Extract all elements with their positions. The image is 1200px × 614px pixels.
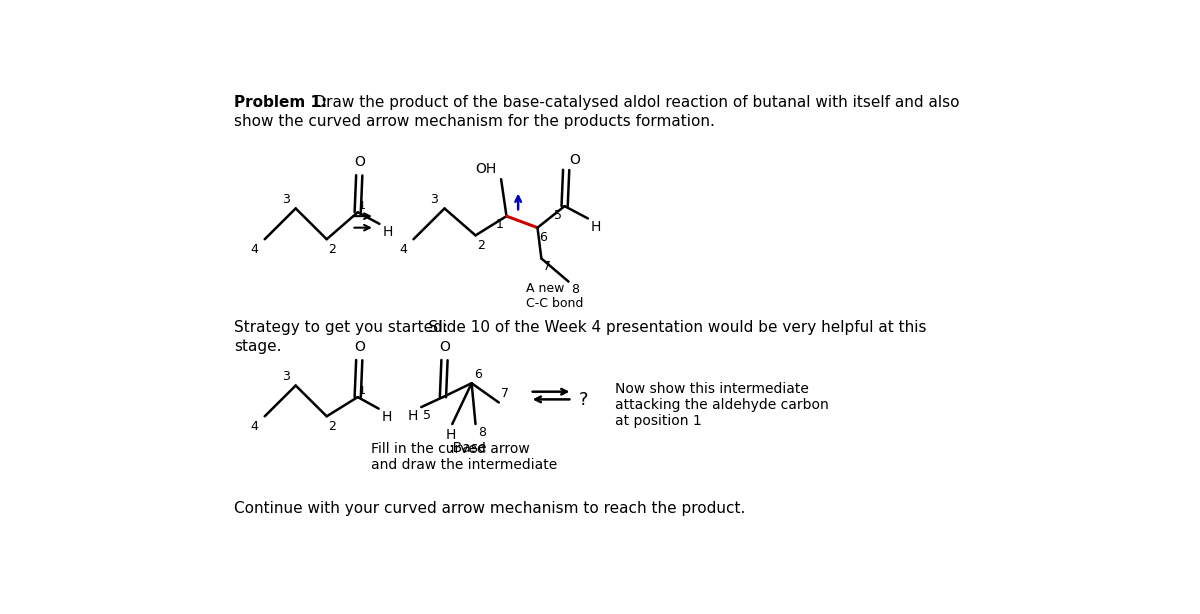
Text: Problem 1:: Problem 1: (234, 95, 326, 111)
Text: H: H (408, 409, 418, 422)
Text: :Base: :Base (449, 441, 487, 455)
Text: 2: 2 (478, 239, 485, 252)
Text: 4: 4 (400, 243, 407, 256)
Text: 3: 3 (282, 370, 289, 383)
Text: 7: 7 (502, 387, 509, 400)
Text: Draw the product of the base-catalysed aldol reaction of butanal with itself and: Draw the product of the base-catalysed a… (290, 95, 960, 111)
Text: 7: 7 (542, 260, 551, 273)
Text: 1: 1 (496, 219, 504, 231)
Text: O: O (569, 153, 580, 167)
Text: 2: 2 (329, 243, 336, 256)
Text: H: H (382, 410, 392, 424)
Text: A new
C-C bond: A new C-C bond (526, 282, 583, 309)
Text: 8: 8 (571, 283, 578, 296)
Text: OH: OH (475, 162, 497, 176)
Text: Continue with your curved arrow mechanism to reach the product.: Continue with your curved arrow mechanis… (234, 501, 745, 516)
Text: Strategy to get you started:: Strategy to get you started: (234, 320, 448, 335)
Text: Now show this intermediate
attacking the aldehyde carbon
at position 1: Now show this intermediate attacking the… (616, 382, 829, 428)
Text: 5: 5 (553, 209, 562, 222)
Text: 8: 8 (478, 426, 486, 438)
Text: Slide 10 of the Week 4 presentation would be very helpful at this: Slide 10 of the Week 4 presentation woul… (404, 320, 926, 335)
Text: H: H (383, 225, 392, 239)
Text: 4: 4 (251, 243, 258, 256)
Text: show the curved arrow mechanism for the products formation.: show the curved arrow mechanism for the … (234, 114, 714, 129)
Text: O: O (354, 155, 365, 169)
Text: 1: 1 (359, 386, 366, 395)
Text: 6: 6 (474, 368, 482, 381)
Text: O: O (439, 340, 450, 354)
Text: H: H (445, 428, 456, 442)
Text: O: O (354, 340, 365, 354)
Text: Fill in the curved arrow
and draw the intermediate: Fill in the curved arrow and draw the in… (371, 441, 557, 472)
Text: 5: 5 (422, 410, 431, 422)
Text: 3: 3 (431, 193, 438, 206)
Text: 4: 4 (251, 420, 258, 433)
Text: 6: 6 (539, 231, 547, 244)
Text: 3: 3 (282, 193, 289, 206)
Text: H: H (590, 220, 601, 234)
Text: stage.: stage. (234, 340, 281, 354)
Text: ?: ? (578, 391, 588, 409)
Text: 2: 2 (329, 420, 336, 433)
Text: 1: 1 (359, 201, 366, 211)
